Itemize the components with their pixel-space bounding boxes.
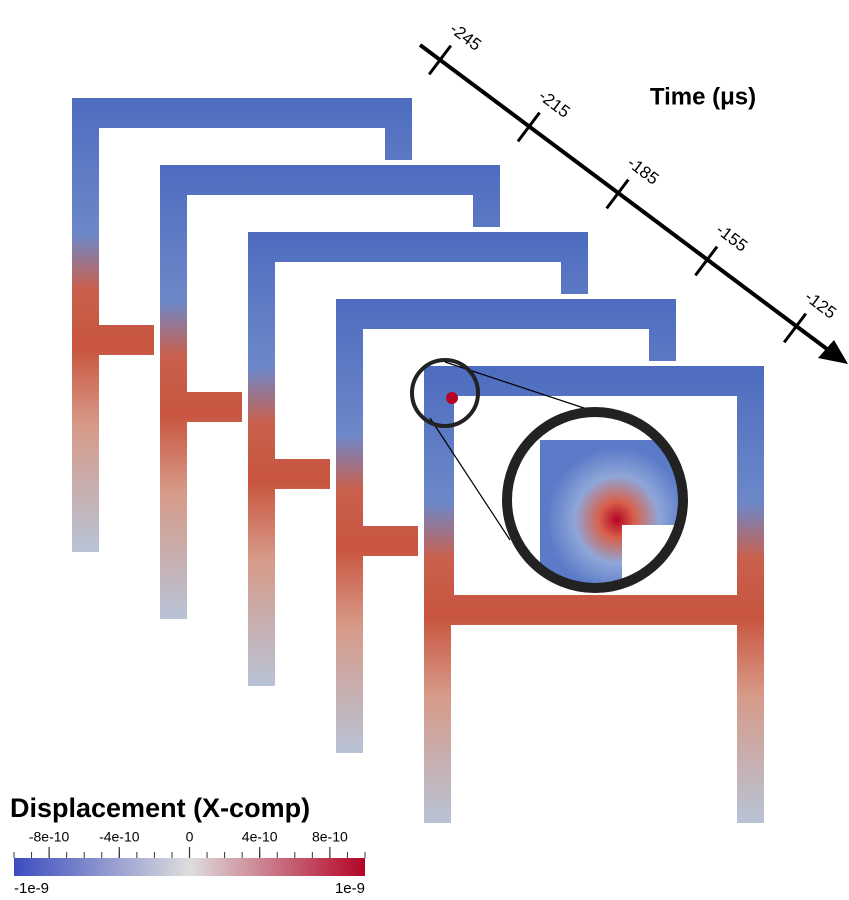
tick-label: -185 [624,153,663,189]
tick-label: 0 [186,829,194,845]
tick-label: -215 [535,86,574,122]
colorbar-title: Displacement (X-comp) [10,793,310,823]
tick-label: -125 [801,287,840,323]
frames [72,98,764,823]
axis-arrow [818,340,848,364]
tick-label: -8e-10 [29,829,70,845]
tick-label: -155 [712,220,751,256]
frame [72,98,412,552]
colorbar-bar [14,858,365,876]
tick-mark [427,44,453,76]
time-axis-label: Time (μs) [650,83,756,110]
frame [160,165,500,619]
limit-label: 1e-9 [335,880,365,897]
tick-label: -4e-10 [99,829,140,845]
tick-mark [782,312,808,344]
colorbar: Displacement (X-comp) -8e-10 -4e-10 0 4e-10… [10,793,366,897]
axis-line [418,43,837,357]
frame [248,232,588,686]
tick-mark [516,111,541,143]
tick-label: 4e-10 [242,829,278,845]
tick-label: -245 [446,19,485,55]
limit-label: -1e-9 [14,880,49,897]
tick-label: 8e-10 [312,829,348,845]
tick-mark [605,178,630,210]
tick-mark [694,245,719,277]
frame [336,299,676,753]
